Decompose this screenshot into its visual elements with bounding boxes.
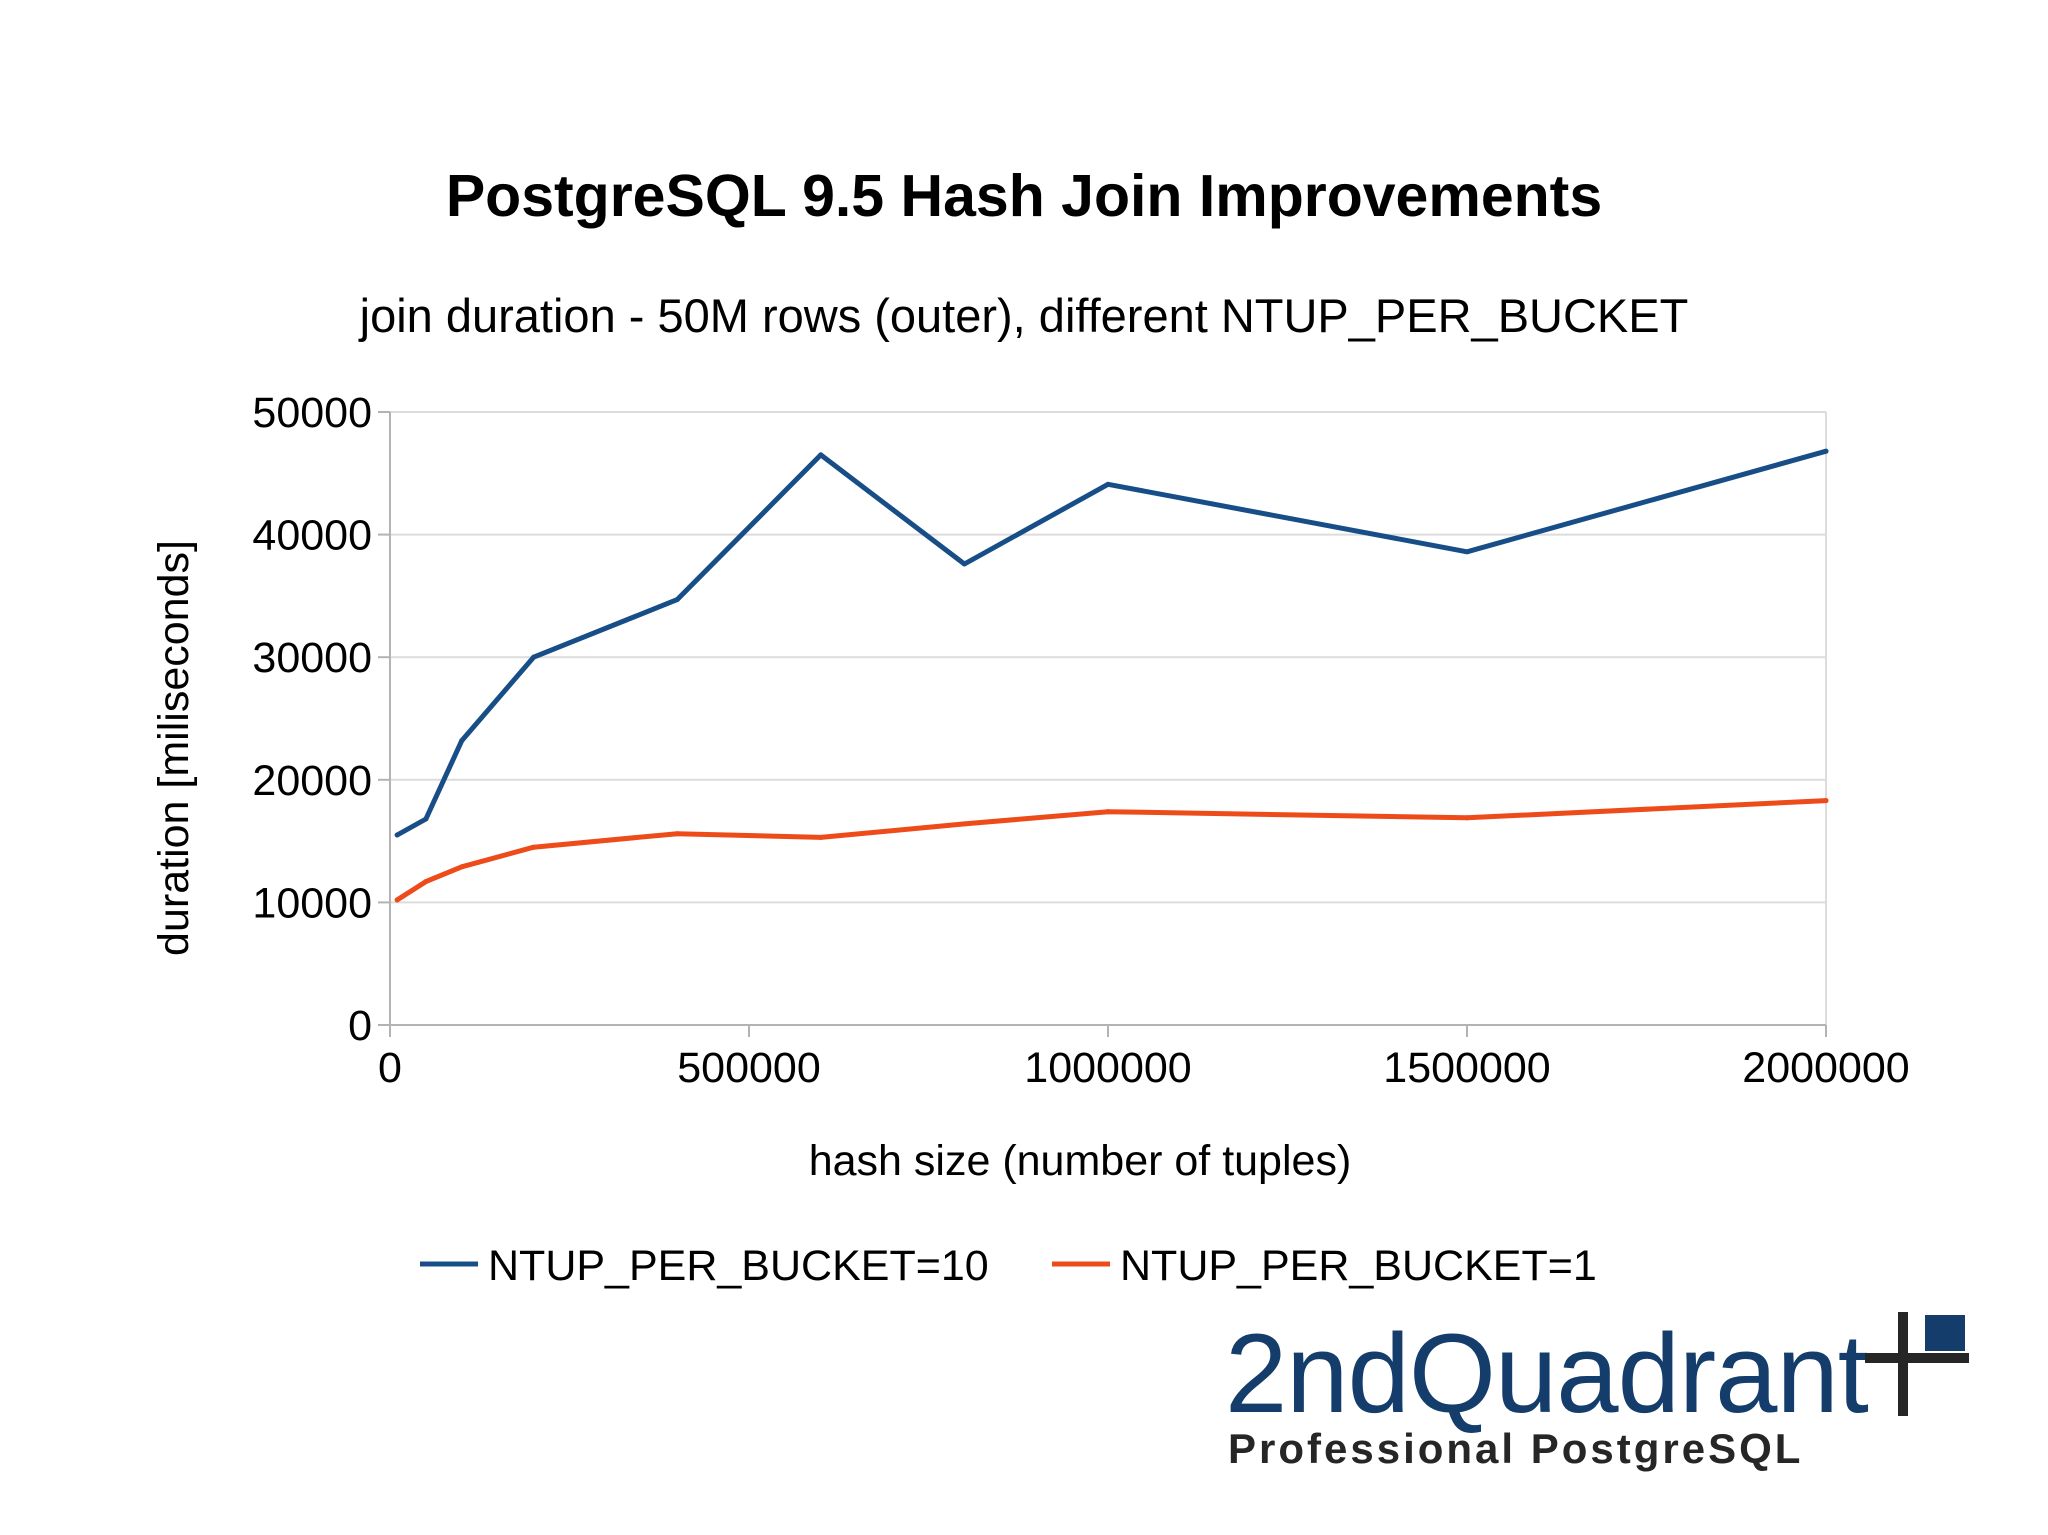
grid-lines bbox=[390, 411, 1826, 904]
legend: NTUP_PER_BUCKET=10 NTUP_PER_BUCKET=1 bbox=[420, 1242, 1597, 1290]
logo-tagline: Professional PostgreSQL bbox=[1228, 1425, 1804, 1472]
legend-label-1: NTUP_PER_BUCKET=10 bbox=[488, 1242, 989, 1290]
data-point bbox=[1823, 798, 1829, 804]
data-point bbox=[1823, 448, 1829, 454]
data-point bbox=[1464, 549, 1470, 555]
data-point bbox=[961, 821, 967, 827]
data-point bbox=[394, 832, 400, 838]
data-point bbox=[961, 561, 967, 567]
data-point bbox=[674, 597, 680, 603]
y-axis-title: duration [miliseconds] bbox=[150, 540, 198, 956]
legend-label-2: NTUP_PER_BUCKET=1 bbox=[1120, 1242, 1597, 1290]
x-tick-label: 2000000 bbox=[1742, 1044, 1909, 1092]
data-point bbox=[459, 864, 465, 870]
data-point bbox=[1105, 809, 1111, 815]
axes bbox=[378, 411, 1827, 1037]
data-point bbox=[818, 834, 824, 840]
y-tick-label: 40000 bbox=[252, 512, 372, 560]
data-point bbox=[1464, 815, 1470, 821]
x-tick-label: 500000 bbox=[677, 1044, 821, 1092]
chart-subtitle: join duration - 50M rows (outer), differ… bbox=[359, 289, 1689, 342]
chart-title: PostgreSQL 9.5 Hash Join Improvements bbox=[445, 163, 1603, 229]
data-point bbox=[1105, 481, 1111, 487]
y-tick-label: 30000 bbox=[252, 634, 372, 682]
y-tick-label: 0 bbox=[348, 1002, 372, 1050]
data-point bbox=[674, 831, 680, 837]
data-point bbox=[531, 844, 537, 850]
data-point bbox=[394, 897, 400, 903]
series-line-1 bbox=[394, 448, 1829, 838]
quadrant-plus-icon bbox=[1865, 1312, 1969, 1416]
x-tick-label: 0 bbox=[378, 1044, 402, 1092]
x-axis-title: hash size (number of tuples) bbox=[809, 1137, 1352, 1185]
x-tick-label: 1000000 bbox=[1024, 1044, 1191, 1092]
logo-wordmark: 2ndQuadrant bbox=[1225, 1311, 1869, 1436]
y-tick-label: 50000 bbox=[252, 389, 372, 437]
data-point bbox=[531, 654, 537, 660]
y-tick-label: 10000 bbox=[252, 879, 372, 927]
series-line-2 bbox=[394, 798, 1829, 903]
data-point bbox=[423, 816, 429, 822]
y-tick-label: 20000 bbox=[252, 757, 372, 805]
data-point bbox=[459, 738, 465, 744]
x-tick-label: 1500000 bbox=[1383, 1044, 1550, 1092]
series-lines bbox=[394, 448, 1829, 903]
data-point bbox=[818, 452, 824, 458]
company-logo: 2ndQuadrant Professional PostgreSQL bbox=[1225, 1312, 1985, 1482]
data-point bbox=[423, 879, 429, 885]
